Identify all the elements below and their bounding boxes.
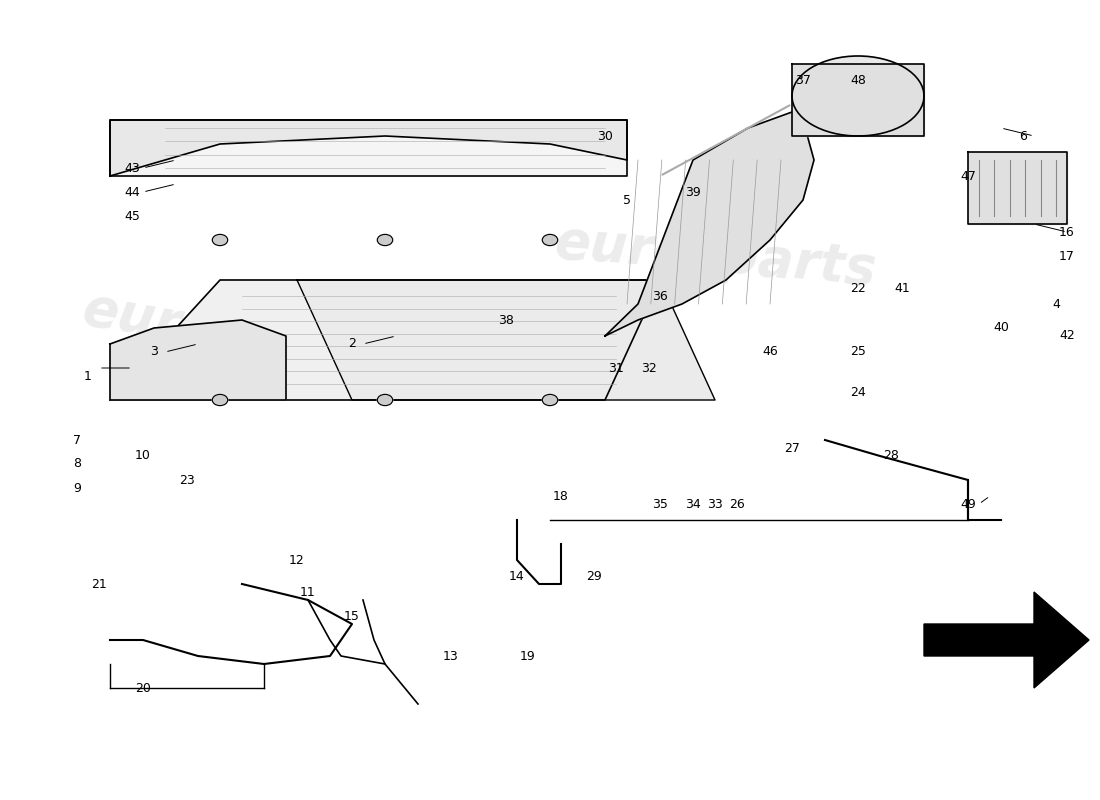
Text: 25: 25 <box>850 346 866 358</box>
Text: 21: 21 <box>91 578 107 590</box>
Text: 7: 7 <box>73 434 81 446</box>
Text: 33: 33 <box>707 498 723 510</box>
Circle shape <box>542 394 558 406</box>
Text: 11: 11 <box>300 586 316 598</box>
Polygon shape <box>605 112 814 336</box>
Circle shape <box>377 234 393 246</box>
Text: 39: 39 <box>685 186 701 198</box>
Text: 10: 10 <box>135 450 151 462</box>
Text: 6: 6 <box>1019 130 1027 142</box>
Text: 19: 19 <box>520 650 536 662</box>
Text: 30: 30 <box>597 130 613 142</box>
Text: eurosparts: eurosparts <box>78 282 406 390</box>
Text: 37: 37 <box>795 74 811 86</box>
Text: 32: 32 <box>641 362 657 374</box>
Circle shape <box>377 394 393 406</box>
Text: 8: 8 <box>73 458 81 470</box>
Text: 44: 44 <box>124 186 140 198</box>
Text: 22: 22 <box>850 282 866 294</box>
Text: 27: 27 <box>784 442 800 454</box>
Text: 49: 49 <box>960 498 976 510</box>
Polygon shape <box>110 120 627 176</box>
Text: eurosparts: eurosparts <box>552 216 878 296</box>
Text: 31: 31 <box>608 362 624 374</box>
Polygon shape <box>297 280 715 400</box>
Text: 17: 17 <box>1059 250 1075 262</box>
Text: 15: 15 <box>344 610 360 622</box>
Text: 12: 12 <box>289 554 305 566</box>
Text: 38: 38 <box>498 314 514 326</box>
Text: 13: 13 <box>443 650 459 662</box>
Text: 20: 20 <box>135 682 151 694</box>
Text: 14: 14 <box>509 570 525 582</box>
Text: 26: 26 <box>729 498 745 510</box>
Text: 34: 34 <box>685 498 701 510</box>
Polygon shape <box>968 152 1067 224</box>
Text: 18: 18 <box>553 490 569 502</box>
Text: 29: 29 <box>586 570 602 582</box>
Text: 45: 45 <box>124 210 140 222</box>
Text: 5: 5 <box>623 194 631 206</box>
Text: 41: 41 <box>894 282 910 294</box>
Polygon shape <box>110 320 286 400</box>
Polygon shape <box>792 64 924 136</box>
Polygon shape <box>110 120 627 176</box>
Text: 23: 23 <box>179 474 195 486</box>
Circle shape <box>212 234 228 246</box>
Ellipse shape <box>792 56 924 136</box>
Circle shape <box>212 394 228 406</box>
Polygon shape <box>110 280 660 400</box>
Text: 46: 46 <box>762 346 778 358</box>
Text: 35: 35 <box>652 498 668 510</box>
Text: 36: 36 <box>652 290 668 302</box>
Text: 42: 42 <box>1059 330 1075 342</box>
Polygon shape <box>924 592 1089 688</box>
Text: 2: 2 <box>348 338 356 350</box>
Circle shape <box>542 234 558 246</box>
Text: 9: 9 <box>73 482 81 494</box>
Text: 3: 3 <box>150 346 158 358</box>
Text: 4: 4 <box>1052 298 1060 310</box>
Text: 16: 16 <box>1059 226 1075 238</box>
Text: 1: 1 <box>84 370 92 382</box>
Text: 28: 28 <box>883 450 899 462</box>
Text: 43: 43 <box>124 162 140 174</box>
Text: 40: 40 <box>993 322 1009 334</box>
Text: 24: 24 <box>850 386 866 398</box>
Text: 47: 47 <box>960 170 976 182</box>
Text: 48: 48 <box>850 74 866 86</box>
